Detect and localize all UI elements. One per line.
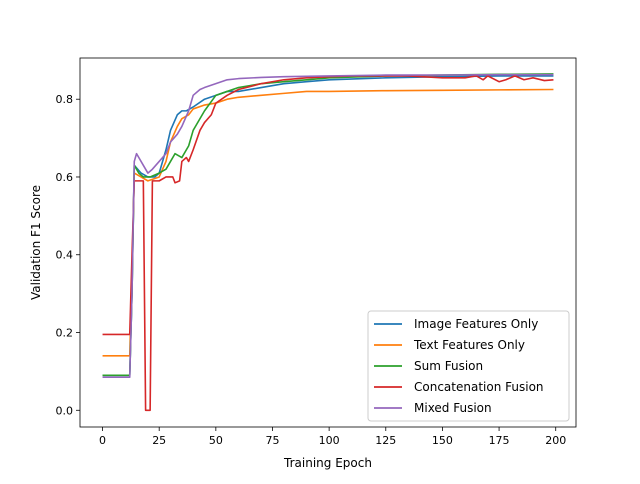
x-tick-label: 125 xyxy=(375,434,396,447)
y-axis-ticks: 0.0 0.2 0.4 0.6 0.8 xyxy=(56,93,80,417)
y-tick-label: 0.0 xyxy=(56,404,74,417)
legend-label-2: Text Features Only xyxy=(413,338,525,352)
x-tick-label: 150 xyxy=(432,434,453,447)
series-line-5 xyxy=(102,73,554,379)
x-tick-label: 25 xyxy=(152,434,166,447)
x-tick-label: 100 xyxy=(319,434,340,447)
y-tick-label: 0.2 xyxy=(56,327,74,340)
x-tick-label: 50 xyxy=(209,434,223,447)
legend-label-4: Concatenation Fusion xyxy=(414,380,544,394)
plot-lines xyxy=(102,73,554,412)
legend: Image Features Only Text Features Only Sum… xyxy=(367,310,570,422)
x-axis-ticks: 0 25 50 75 100 125 150 175 200 xyxy=(99,427,566,447)
x-tick-label: 200 xyxy=(545,434,566,447)
y-tick-label: 0.4 xyxy=(56,249,74,262)
series-line-3 xyxy=(102,73,554,377)
legend-label-1: Image Features Only xyxy=(414,317,538,331)
legend-label-3: Sum Fusion xyxy=(414,359,483,373)
y-tick-label: 0.6 xyxy=(56,171,74,184)
plot-frame xyxy=(79,57,577,428)
x-tick-label: 0 xyxy=(99,434,106,447)
x-tick-label: 75 xyxy=(265,434,279,447)
x-tick-label: 175 xyxy=(489,434,510,447)
y-tick-label: 0.8 xyxy=(56,93,74,106)
legend-box xyxy=(367,310,570,422)
series-line-2 xyxy=(102,88,554,357)
legend-label-5: Mixed Fusion xyxy=(414,401,492,415)
x-axis-label: Training Epoch xyxy=(283,456,372,470)
series-line-4 xyxy=(102,75,554,412)
y-axis-label: Validation F1 Score xyxy=(29,185,43,300)
